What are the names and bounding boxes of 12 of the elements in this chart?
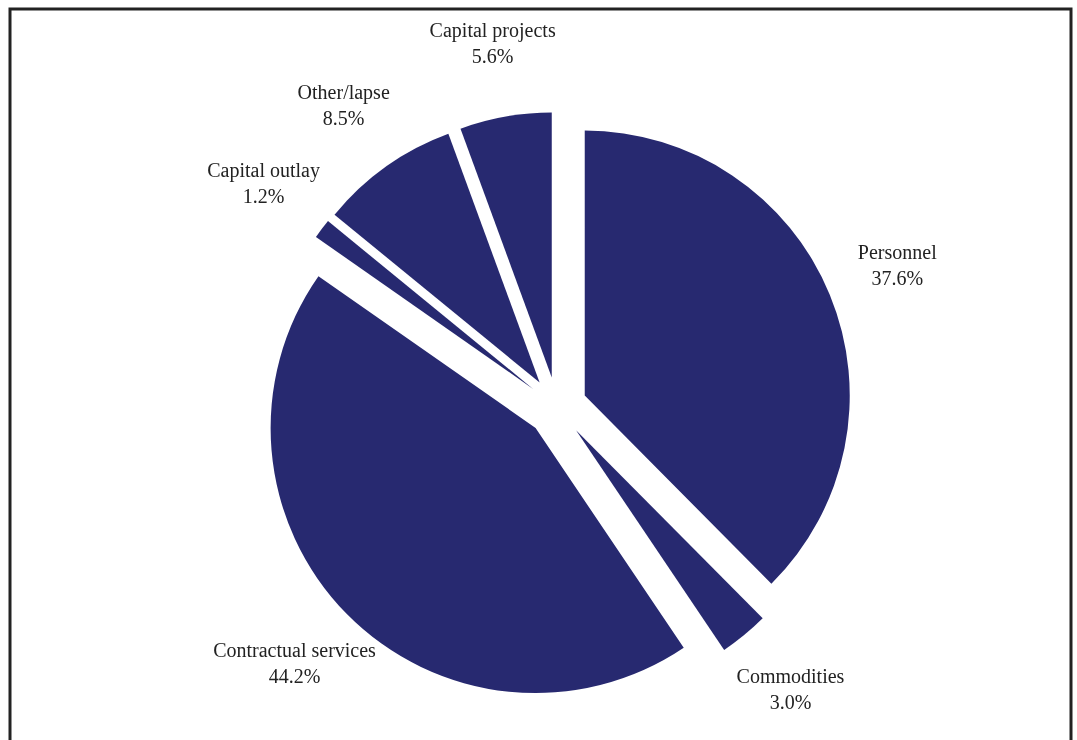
data-label: 44.2% — [268, 664, 321, 687]
data-label: 5.6% — [471, 44, 514, 67]
slice-label: Other/lapse — [297, 81, 390, 105]
data-label: 37.6% — [871, 266, 924, 289]
data-label: 8.5% — [322, 107, 365, 130]
slice-label: Contractual services — [213, 638, 377, 661]
data-label: 1.2% — [242, 184, 285, 207]
slice-label: Personnel — [857, 240, 938, 263]
slice-label: Capital outlay — [207, 158, 320, 182]
slice-label: Commodities — [736, 665, 845, 688]
slice-label: Capital projects — [429, 18, 556, 42]
data-label: 3.0% — [769, 691, 812, 714]
